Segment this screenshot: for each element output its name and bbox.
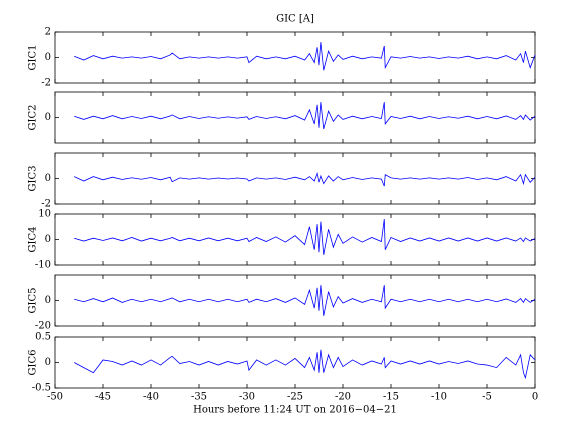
y-axis-label: GIC4 bbox=[28, 227, 39, 253]
y-tick-label: 10 bbox=[38, 209, 51, 220]
y-tick-label: 0 bbox=[45, 357, 51, 368]
y-tick-label: -2 bbox=[41, 78, 51, 89]
data-line bbox=[74, 102, 536, 130]
x-tick-label: -45 bbox=[95, 392, 111, 403]
y-tick-label: 0 bbox=[45, 112, 51, 123]
y-tick-label: -10 bbox=[35, 260, 51, 271]
y-tick-label: 0 bbox=[45, 234, 51, 245]
x-tick-label: -30 bbox=[239, 392, 255, 403]
y-axis-label: GIC1 bbox=[28, 45, 39, 71]
x-tick-label: 0 bbox=[532, 392, 538, 403]
x-tick-label: -5 bbox=[482, 392, 492, 403]
x-tick-label: -35 bbox=[191, 392, 207, 403]
y-tick-label: 0 bbox=[45, 295, 51, 306]
x-tick-label: -15 bbox=[383, 392, 399, 403]
x-tick-label: -50 bbox=[47, 392, 63, 403]
y-tick-label: 2 bbox=[45, 27, 51, 38]
chart-title: GIC [A] bbox=[276, 14, 314, 25]
x-tick-label: -40 bbox=[143, 392, 159, 403]
data-line bbox=[74, 349, 536, 380]
y-tick-label: -0.5 bbox=[32, 383, 51, 394]
y-axis-label: GIC3 bbox=[28, 166, 39, 192]
y-tick-label: -2 bbox=[41, 199, 51, 210]
y-tick-label: 0 bbox=[45, 173, 51, 184]
data-line bbox=[74, 171, 536, 187]
data-line bbox=[74, 42, 536, 71]
data-line bbox=[74, 285, 536, 316]
x-tick-label: -20 bbox=[335, 392, 351, 403]
data-line bbox=[74, 219, 536, 255]
y-axis-label: GIC2 bbox=[28, 105, 39, 131]
y-tick-label: -20 bbox=[35, 321, 51, 332]
x-axis-label: Hours before 11:24 UT on 2016−04−21 bbox=[193, 405, 397, 416]
x-tick-label: -25 bbox=[287, 392, 303, 403]
y-tick-label: 0.5 bbox=[35, 332, 51, 343]
x-tick-label: -10 bbox=[431, 392, 447, 403]
y-tick-label: 0 bbox=[45, 52, 51, 63]
y-axis-label: GIC6 bbox=[28, 350, 39, 376]
y-axis-label: GIC5 bbox=[28, 288, 39, 314]
